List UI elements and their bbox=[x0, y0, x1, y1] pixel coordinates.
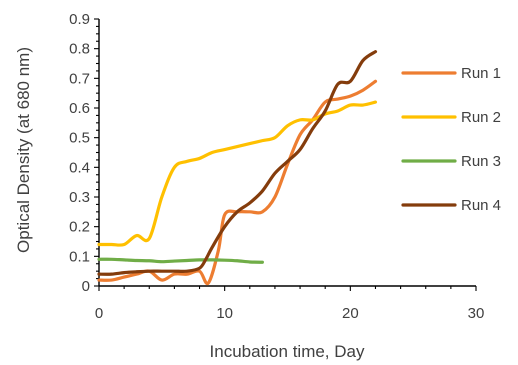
y-tick-label: 0.2 bbox=[69, 219, 90, 236]
x-tick-label: 10 bbox=[216, 305, 233, 322]
legend-label-run-2: Run 2 bbox=[461, 109, 501, 126]
y-tick-label: 0.9 bbox=[69, 11, 90, 28]
y-tick-label: 0.5 bbox=[69, 130, 90, 147]
y-tick-label: 0.8 bbox=[69, 41, 90, 58]
series-lines bbox=[97, 50, 378, 286]
series-line-run-4 bbox=[97, 50, 378, 276]
axes: 0 0.1 0.2 0.3 0.4 0.5 0.6 0.7 0.8 0.9 0 10 20 30 bbox=[69, 11, 484, 322]
legend-label-run-1: Run 1 bbox=[461, 65, 501, 82]
x-tick-label: 30 bbox=[468, 305, 485, 322]
series-line-run-2 bbox=[97, 100, 378, 247]
x-axis-title: Incubation time, Day bbox=[210, 342, 365, 361]
legend: Run 1 Run 2 Run 3 Run 4 bbox=[401, 65, 501, 214]
y-axis-title: Optical Density (at 680 nm) bbox=[14, 47, 33, 253]
legend-label-run-4: Run 4 bbox=[461, 197, 501, 214]
y-tick-label: 0.7 bbox=[69, 70, 90, 87]
legend-label-run-3: Run 3 bbox=[461, 153, 501, 170]
y-tick-label: 0.4 bbox=[69, 159, 90, 176]
x-tick-label: 20 bbox=[342, 305, 359, 322]
y-tick-label: 0 bbox=[82, 278, 90, 295]
y-tick-label: 0.6 bbox=[69, 100, 90, 117]
series-line-run-3 bbox=[97, 257, 264, 264]
y-tick-label: 0.3 bbox=[69, 189, 90, 206]
x-tick-label: 0 bbox=[95, 305, 103, 322]
y-tick-label: 0.1 bbox=[69, 248, 90, 265]
